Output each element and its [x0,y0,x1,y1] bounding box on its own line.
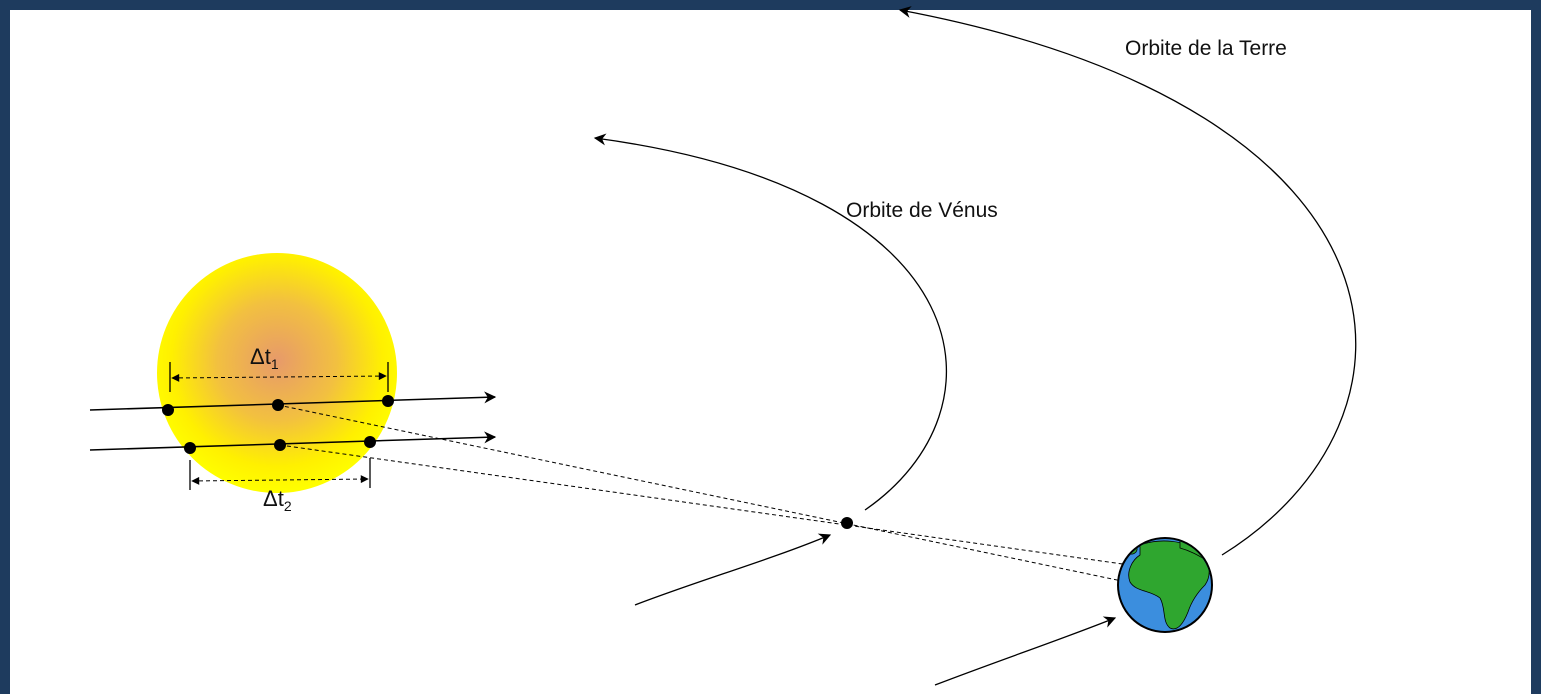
contact-point [184,442,196,454]
venus [841,517,853,529]
delta-symbol: Δt [250,344,271,369]
contact-point [364,436,376,448]
sun [157,253,397,493]
delta-symbol: Δt [263,486,284,511]
delta-subscript: 2 [284,498,292,514]
delta-subscript: 1 [271,356,279,372]
contact-point [162,404,174,416]
diagram: Orbite de la Terre Orbite de Vénus Δt1 Δ… [0,0,1541,694]
venus-orbit-label: Orbite de Vénus [846,199,998,222]
page: Orbite de la Terre Orbite de Vénus Δt1 Δ… [0,0,1541,694]
earth-orbit-label: Orbite de la Terre [1125,37,1287,60]
contact-point [272,399,284,411]
contact-point [274,439,286,451]
contact-point [382,395,394,407]
